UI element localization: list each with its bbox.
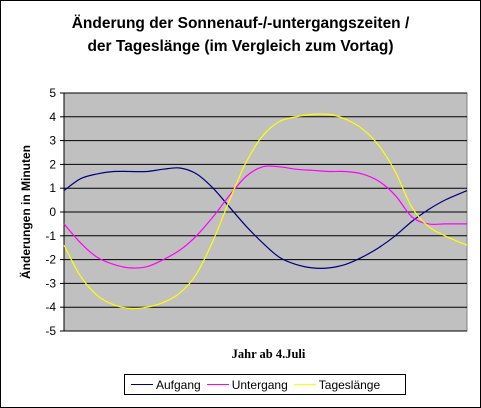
chart-title-line-2: der Tageslänge (im Vergleich zum Vortag) <box>87 38 394 55</box>
chart-title-line-1: Änderung der Sonnenauf-/-untergangszeite… <box>71 15 410 32</box>
x-axis-title: Jahr ab 4.Juli <box>232 347 306 361</box>
legend-label: Untergang <box>231 377 288 392</box>
y-axis-title: Änderungen in Minuten <box>18 145 33 279</box>
y-tick-label: 2 <box>49 157 56 171</box>
y-tick-label: 0 <box>49 205 56 219</box>
y-tick-label: 4 <box>49 110 56 124</box>
legend-swatch <box>131 384 153 385</box>
y-tick-label: 3 <box>49 134 56 148</box>
legend: Aufgang Untergang Tageslänge <box>124 374 406 395</box>
y-tick-label: -3 <box>45 276 56 290</box>
y-tick-label: -5 <box>45 324 56 338</box>
y-tick-label: -2 <box>45 253 56 267</box>
series-line-1 <box>63 167 468 269</box>
legend-item: Untergang <box>206 377 288 392</box>
y-tick-label: -4 <box>45 300 56 314</box>
y-tick-labels: 5 4 3 2 1 0 -1 -2 -3 -4 -5 <box>45 86 56 338</box>
legend-label: Aufgang <box>156 377 201 392</box>
series-line-3 <box>63 113 468 310</box>
series-line-2 <box>63 165 467 269</box>
legend-item: Tageslänge <box>293 377 381 392</box>
legend-item: Aufgang <box>131 378 201 392</box>
legend-swatch <box>293 384 316 385</box>
y-tick-label: 5 <box>49 86 56 100</box>
legend-label: Tageslänge <box>318 377 381 392</box>
legend-swatch <box>206 384 229 385</box>
grid-lines <box>60 92 467 332</box>
y-tick-label: -1 <box>45 229 56 243</box>
y-tick-label: 1 <box>49 181 56 195</box>
series-lines <box>63 113 468 310</box>
